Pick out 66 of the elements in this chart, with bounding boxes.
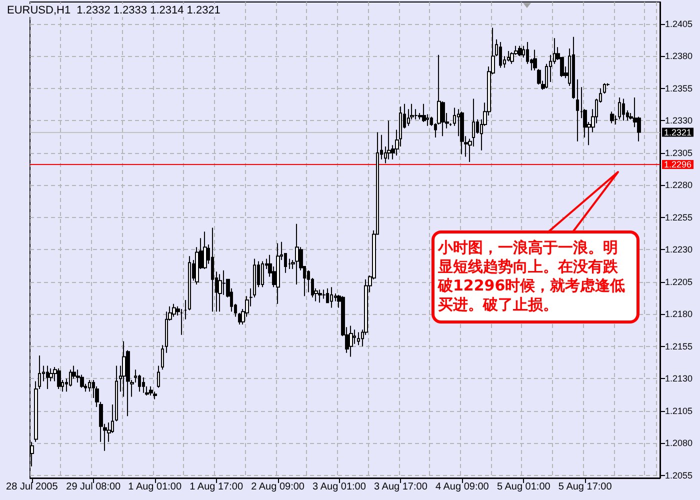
ref-line-label: 1.2321 bbox=[664, 127, 692, 138]
y-tick-label: 1.2280 bbox=[665, 180, 693, 190]
candlestick bbox=[518, 45, 522, 57]
candlestick bbox=[499, 41, 502, 68]
candlestick bbox=[142, 376, 145, 394]
candlestick bbox=[218, 274, 222, 312]
candlestick bbox=[149, 386, 153, 396]
candlestick bbox=[603, 82, 606, 94]
y-tick-label: 1.2405 bbox=[665, 18, 693, 29]
y-tick-label: 1.2130 bbox=[665, 374, 693, 384]
y-tick-label: 1.2205 bbox=[665, 276, 693, 287]
candlestick bbox=[326, 288, 329, 304]
candlestick bbox=[622, 98, 625, 122]
y-tick-label: 1.2180 bbox=[665, 309, 693, 320]
candlestick bbox=[238, 312, 241, 325]
x-tick-label: 5 Aug 17:00 bbox=[558, 482, 612, 492]
y-tick-label: 1.2330 bbox=[665, 116, 693, 126]
chart-title: EURUSD,H1 1.2332 1.2333 1.2314 1.2321 bbox=[7, 4, 220, 16]
candlestick bbox=[576, 78, 579, 142]
y-tick-label: 1.2305 bbox=[665, 148, 693, 158]
candlestick bbox=[357, 332, 360, 346]
y-tick-label: 1.2255 bbox=[665, 212, 693, 222]
candlestick bbox=[203, 231, 207, 270]
candlestick bbox=[422, 103, 426, 122]
candlestick bbox=[161, 344, 164, 370]
annotation: 小时图，一浪高于一浪。明显短线趋势向上。在没有跌破12296时候，就考虑逢低买进。破了止损。 bbox=[437, 238, 626, 314]
x-tick-label: 3 Aug 17:00 bbox=[374, 482, 428, 492]
candlestick bbox=[460, 111, 464, 155]
candlestick bbox=[533, 49, 537, 71]
x-tick-label: 3 Aug 01:00 bbox=[312, 482, 366, 492]
candlestick bbox=[46, 365, 49, 390]
candlestick bbox=[295, 223, 299, 286]
candlestick bbox=[76, 369, 80, 384]
y-tick-label: 1.2055 bbox=[665, 470, 693, 480]
candlestick bbox=[276, 242, 280, 304]
y-tick-label: 1.2105 bbox=[665, 406, 693, 416]
candlestick bbox=[387, 120, 391, 160]
x-tick-label: 4 Aug 09:00 bbox=[435, 482, 490, 492]
x-tick-label: 29 Jul 08:00 bbox=[66, 482, 122, 492]
ref-line-label: 1.2296 bbox=[664, 160, 692, 170]
x-tick-label: 5 Aug 01:00 bbox=[496, 482, 551, 492]
candlestick bbox=[610, 111, 614, 124]
x-tick-label: 28 Jul 2005 bbox=[6, 482, 58, 492]
y-tick-label: 1.2080 bbox=[665, 438, 693, 448]
candlestick bbox=[322, 289, 326, 300]
x-tick-label: 2 Aug 09:00 bbox=[251, 482, 305, 492]
candlestick bbox=[572, 36, 575, 100]
candlestick bbox=[318, 289, 322, 304]
y-tick-label: 1.2355 bbox=[665, 83, 693, 94]
candlestick bbox=[261, 260, 264, 288]
candlestick bbox=[57, 368, 61, 390]
candlestick bbox=[180, 308, 183, 336]
candlestick bbox=[537, 68, 541, 86]
y-tick-label: 1.2230 bbox=[665, 244, 693, 255]
candlestick bbox=[188, 256, 191, 311]
x-tick-label: 1 Aug 01:00 bbox=[128, 482, 182, 492]
candlestick bbox=[172, 303, 176, 318]
y-tick-label: 1.2380 bbox=[665, 51, 693, 62]
y-tick-label: 1.2155 bbox=[665, 341, 693, 352]
candlestick bbox=[349, 325, 353, 358]
candlestick bbox=[330, 286, 333, 308]
candlestick bbox=[157, 365, 160, 388]
candlestick bbox=[211, 227, 214, 312]
candlestick bbox=[115, 365, 118, 422]
candlestick bbox=[184, 299, 187, 320]
x-tick-label: 1 Aug 17:00 bbox=[190, 482, 244, 492]
